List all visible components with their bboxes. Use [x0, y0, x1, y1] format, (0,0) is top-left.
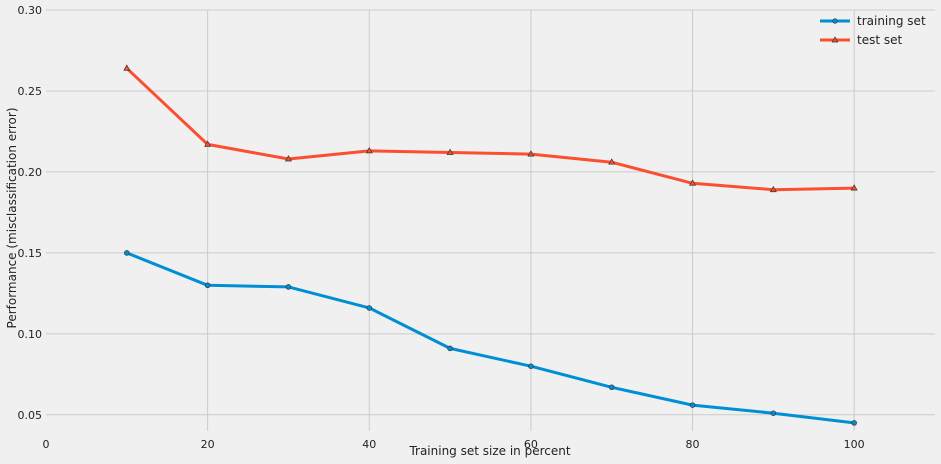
legend-marker: [831, 36, 839, 43]
plot-background: [46, 10, 935, 431]
legend-marker: [832, 18, 838, 24]
data-point: [204, 140, 212, 147]
data-point: [123, 64, 131, 71]
data-point: [689, 402, 696, 408]
series-training-set: [124, 250, 857, 426]
x-tick-label: 40: [362, 438, 376, 451]
data-point: [769, 185, 777, 193]
data-point: [366, 305, 373, 311]
data-point: [365, 146, 373, 154]
data-point: [447, 345, 453, 352]
data-point: [284, 155, 292, 162]
y-tick-label: 0.20: [18, 166, 43, 179]
legend: training set test set: [820, 14, 926, 47]
data-point: [770, 410, 777, 416]
grid-lines: [46, 9, 935, 431]
x-axis-title: Training set size in percent: [408, 444, 570, 458]
data-point: [850, 184, 858, 191]
series-test-set: [123, 64, 858, 193]
data-point: [608, 384, 615, 391]
series-line-training-set: [125, 251, 856, 425]
legend-item-test-set: test set: [820, 33, 902, 47]
legend-label: training set: [857, 14, 926, 28]
x-tick-label: 80: [686, 438, 700, 451]
y-tick-label: 0.25: [18, 85, 43, 98]
series-layer: [123, 64, 858, 426]
data-point: [527, 150, 535, 157]
legend-item-training-set: training set: [820, 14, 926, 28]
x-tick-labels: 0 20 40 60 80 100: [43, 438, 865, 451]
data-point: [851, 420, 857, 426]
data-point: [608, 158, 616, 165]
y-tick-label: 0.10: [18, 328, 43, 341]
data-point: [446, 148, 454, 155]
x-tick-label: 0: [43, 438, 50, 451]
y-axis-title: Performance (misclassification error): [5, 108, 19, 329]
y-tick-label: 0.15: [18, 247, 43, 260]
legend-label: test set: [857, 33, 902, 47]
data-point: [124, 250, 130, 256]
y-tick-labels: 0.05 0.10 0.15 0.20 0.25 0.30: [18, 4, 43, 422]
x-tick-label: 20: [201, 438, 215, 451]
x-tick-label: 100: [844, 438, 865, 451]
data-point: [528, 363, 534, 369]
data-point: [285, 284, 292, 290]
data-point: [204, 282, 211, 289]
y-tick-label: 0.30: [18, 4, 43, 17]
y-tick-label: 0.05: [18, 409, 43, 422]
series-line-test-set: [125, 66, 856, 192]
x-tick-label: 60: [524, 438, 538, 451]
data-point: [689, 179, 697, 186]
